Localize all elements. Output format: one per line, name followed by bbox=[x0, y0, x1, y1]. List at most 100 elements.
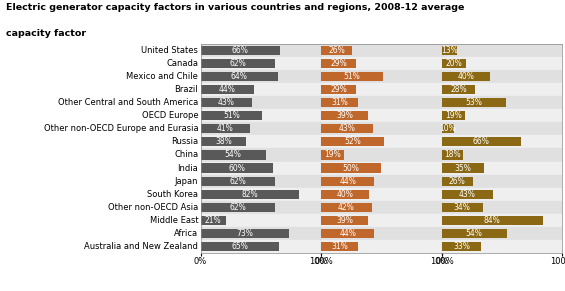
Bar bbox=[442, 162, 562, 175]
Bar bbox=[201, 59, 275, 68]
Bar bbox=[201, 227, 321, 240]
Text: United States: United States bbox=[141, 46, 198, 55]
Text: 33%: 33% bbox=[453, 242, 470, 251]
Bar bbox=[442, 72, 490, 81]
Text: 84%: 84% bbox=[484, 216, 501, 225]
Text: 19%: 19% bbox=[445, 111, 462, 120]
Text: Middle East: Middle East bbox=[150, 216, 198, 225]
Text: 26%: 26% bbox=[449, 177, 466, 186]
Text: 64%: 64% bbox=[231, 72, 247, 81]
Text: 73%: 73% bbox=[236, 229, 253, 238]
Text: 31%: 31% bbox=[332, 98, 348, 107]
Bar bbox=[321, 227, 442, 240]
Text: 51%: 51% bbox=[223, 111, 240, 120]
Text: 20%: 20% bbox=[445, 59, 462, 68]
Bar bbox=[321, 57, 442, 70]
Text: 41%: 41% bbox=[217, 124, 234, 133]
Bar bbox=[321, 175, 442, 188]
Bar bbox=[442, 240, 562, 253]
Text: 52%: 52% bbox=[344, 137, 361, 146]
Bar bbox=[442, 124, 454, 133]
Bar bbox=[442, 190, 493, 199]
Bar bbox=[442, 150, 463, 159]
Text: 35%: 35% bbox=[454, 164, 471, 173]
Bar bbox=[442, 188, 562, 201]
Text: 29%: 29% bbox=[330, 59, 347, 68]
Text: 66%: 66% bbox=[473, 137, 490, 146]
Text: 54%: 54% bbox=[225, 150, 242, 159]
Text: 39%: 39% bbox=[336, 216, 353, 225]
Bar bbox=[201, 85, 254, 94]
Text: 10%: 10% bbox=[440, 124, 456, 133]
Bar bbox=[201, 124, 250, 133]
Bar bbox=[321, 85, 356, 94]
Bar bbox=[201, 177, 275, 186]
Bar bbox=[442, 175, 562, 188]
Text: 53%: 53% bbox=[465, 98, 482, 107]
Text: 43%: 43% bbox=[459, 190, 476, 199]
Bar bbox=[442, 70, 562, 83]
Bar bbox=[201, 44, 321, 57]
Bar bbox=[442, 242, 481, 251]
Text: South Korea: South Korea bbox=[147, 190, 198, 199]
Text: 43%: 43% bbox=[338, 124, 355, 133]
Text: 21%: 21% bbox=[205, 216, 221, 225]
Bar bbox=[321, 188, 442, 201]
Bar bbox=[442, 227, 562, 240]
Text: 65%: 65% bbox=[231, 242, 248, 251]
Bar bbox=[442, 122, 562, 135]
Bar bbox=[442, 135, 562, 148]
Bar bbox=[321, 240, 442, 253]
Bar bbox=[442, 98, 506, 107]
Bar bbox=[201, 148, 321, 162]
Bar bbox=[201, 216, 226, 225]
Text: 44%: 44% bbox=[219, 85, 236, 94]
Bar bbox=[201, 98, 253, 107]
Bar bbox=[321, 44, 442, 57]
Bar bbox=[201, 240, 321, 253]
Text: 44%: 44% bbox=[339, 229, 356, 238]
Text: 62%: 62% bbox=[229, 59, 246, 68]
Bar bbox=[321, 214, 442, 227]
Bar bbox=[201, 122, 321, 135]
Bar bbox=[201, 111, 262, 120]
Text: 62%: 62% bbox=[229, 177, 246, 186]
Text: 54%: 54% bbox=[466, 229, 483, 238]
Text: Africa: Africa bbox=[174, 229, 198, 238]
Text: 13%: 13% bbox=[441, 46, 458, 55]
Bar bbox=[201, 83, 321, 96]
Bar bbox=[321, 201, 442, 214]
Bar bbox=[201, 137, 246, 146]
Bar bbox=[321, 177, 374, 186]
Text: 29%: 29% bbox=[330, 85, 347, 94]
Text: 60%: 60% bbox=[228, 164, 245, 173]
Text: 40%: 40% bbox=[457, 72, 474, 81]
Bar bbox=[321, 229, 374, 238]
Bar bbox=[442, 46, 457, 55]
Bar bbox=[321, 96, 442, 109]
Bar bbox=[201, 135, 321, 148]
Bar bbox=[201, 57, 321, 70]
Bar bbox=[201, 242, 279, 251]
Bar bbox=[321, 122, 442, 135]
Bar bbox=[321, 70, 442, 83]
Bar bbox=[201, 214, 321, 227]
Text: 82%: 82% bbox=[242, 190, 258, 199]
Bar bbox=[201, 72, 278, 81]
Bar bbox=[321, 203, 372, 212]
Bar bbox=[201, 175, 321, 188]
Text: 42%: 42% bbox=[338, 203, 355, 212]
Bar bbox=[321, 135, 442, 148]
Bar bbox=[321, 137, 384, 146]
Text: 62%: 62% bbox=[229, 203, 246, 212]
Text: Russia: Russia bbox=[171, 137, 198, 146]
Text: 18%: 18% bbox=[444, 150, 461, 159]
Text: Mexico and Chile: Mexico and Chile bbox=[127, 72, 198, 81]
Text: 28%: 28% bbox=[450, 85, 467, 94]
Bar bbox=[201, 203, 275, 212]
Bar bbox=[442, 83, 562, 96]
Text: capacity factor: capacity factor bbox=[6, 29, 86, 38]
Text: India: India bbox=[177, 164, 198, 173]
Bar bbox=[442, 96, 562, 109]
Bar bbox=[201, 201, 321, 214]
